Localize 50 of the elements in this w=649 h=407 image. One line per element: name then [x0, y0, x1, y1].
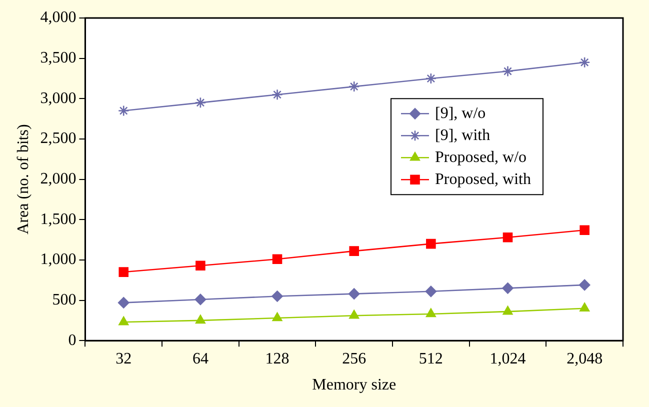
point — [502, 232, 513, 242]
point — [272, 290, 283, 302]
point — [272, 312, 282, 322]
x-tick-label: 32 — [116, 350, 132, 368]
point — [580, 225, 590, 235]
point — [272, 254, 282, 264]
x-tick-label: 64 — [192, 350, 208, 368]
y-tick-label: 3,000 — [40, 90, 76, 107]
y-tick-label: 2,000 — [40, 170, 76, 188]
legend-label: [9], with — [435, 126, 490, 144]
legend-label: Proposed, with — [435, 170, 531, 188]
legend-label: [9], w/o — [435, 104, 486, 122]
point — [348, 80, 360, 92]
point — [194, 294, 206, 306]
point — [425, 72, 437, 84]
point — [194, 97, 206, 108]
x-tick-label: 2,048 — [566, 350, 603, 368]
point — [580, 302, 590, 312]
x-tick-label: 128 — [265, 350, 290, 368]
x-tick-label: 512 — [418, 350, 443, 368]
point — [118, 267, 129, 277]
point — [578, 279, 590, 291]
point — [349, 310, 360, 319]
y-tick-label: 500 — [52, 291, 76, 308]
y-tick-label: 1,500 — [40, 210, 76, 228]
point — [502, 282, 514, 294]
point — [425, 286, 437, 298]
legend-label: Proposed, w/o — [435, 148, 527, 166]
point — [118, 105, 130, 116]
point — [272, 88, 283, 100]
y-tick-label: 0 — [68, 332, 76, 349]
x-tick-label: 1,024 — [490, 350, 526, 368]
point — [195, 314, 206, 324]
y-axis-title: Area (no. of bits) — [14, 124, 32, 234]
point — [349, 246, 359, 256]
point — [502, 306, 513, 315]
point — [578, 56, 590, 68]
point — [118, 297, 130, 308]
y-tick-label: 2,500 — [40, 130, 76, 148]
point — [426, 238, 436, 249]
x-tick-label: 256 — [342, 350, 366, 368]
point — [426, 308, 436, 318]
point — [118, 316, 129, 326]
point — [348, 288, 360, 300]
x-axis-title: Memory size — [312, 376, 396, 394]
y-tick-label: 1,000 — [40, 251, 76, 268]
y-tick-label: 4,000 — [40, 9, 76, 26]
y-tick-label: 3,500 — [40, 50, 76, 67]
point — [196, 260, 206, 270]
point — [502, 66, 514, 77]
